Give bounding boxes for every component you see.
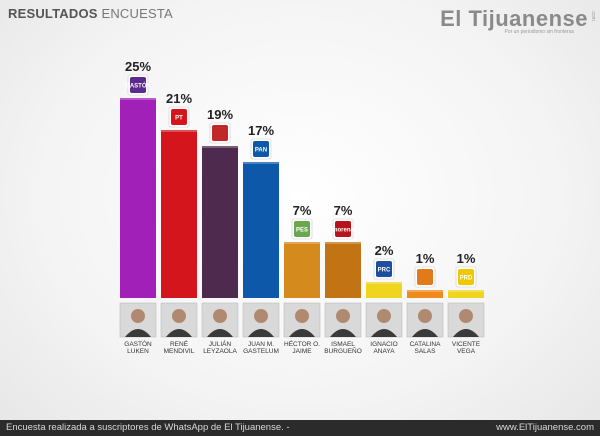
party-logo-icon [458, 269, 474, 285]
candidate-name-line2: GASTELUM [243, 348, 279, 355]
candidate-name-line1: GASTÓN [124, 339, 152, 348]
value-label: 25% [125, 59, 151, 74]
brand-tag: .com [590, 10, 596, 21]
candidate-name-line2: LEYZAOLA [203, 348, 237, 355]
candidate-shoulders-icon [248, 329, 274, 337]
candidate-name-line2: MENDIVIL [164, 348, 195, 355]
brand-logo: El Tijuanense Por un periodismo sin fron… [440, 6, 596, 35]
candidate-face-icon [213, 309, 227, 323]
candidate-name-line1: CATALINA [410, 341, 441, 348]
candidate-face-icon [172, 309, 186, 323]
party-logo-label: PES [296, 228, 308, 234]
candidate-shoulders-icon [330, 329, 356, 337]
bar [161, 130, 197, 298]
candidate-name-line1: VICENTE [452, 341, 481, 348]
party-logo-label: PT [175, 116, 183, 122]
candidate-shoulders-icon [371, 329, 397, 337]
value-label: 17% [248, 123, 274, 138]
footer-bar: Encuesta realizada a suscriptores de Wha… [0, 420, 600, 436]
value-label: 7% [334, 203, 353, 218]
footer-url: www.ElTijuanense.com [496, 422, 594, 433]
bar-highlight [366, 282, 402, 284]
party-logo-label: PAN [255, 148, 267, 154]
party-logo-label: GASTÓN [125, 82, 151, 90]
party-logo-icon [294, 221, 310, 237]
candidate-face-icon [254, 309, 268, 323]
bar-highlight [161, 130, 197, 132]
candidate-name-line1: JULIÁN [209, 339, 232, 348]
bar-highlight [243, 162, 279, 164]
candidate-name-line2: BURGUEÑO [324, 346, 362, 355]
brand-name: El Tijuanense [440, 6, 588, 31]
candidate-shoulders-icon [289, 329, 315, 337]
candidate-shoulders-icon [412, 329, 438, 337]
party-logo-icon [376, 261, 392, 277]
candidate-face-icon [295, 309, 309, 323]
party-logo-icon [417, 269, 433, 285]
candidate-face-icon [459, 309, 473, 323]
party-logo-label: PRC [378, 268, 391, 274]
candidate-name-line2: ANAYA [373, 348, 395, 355]
candidate-shoulders-icon [125, 329, 151, 337]
page-title: RESULTADOS ENCUESTA [8, 6, 173, 21]
bar-highlight [202, 146, 238, 148]
bar [284, 242, 320, 298]
bar-highlight [407, 290, 443, 292]
bar [366, 282, 402, 298]
party-logo-label: PRD [460, 276, 473, 282]
candidate-shoulders-icon [166, 329, 192, 337]
bar-highlight [325, 242, 361, 244]
title-bold: RESULTADOS [8, 6, 98, 21]
party-logo-icon [335, 221, 351, 237]
value-label: 1% [416, 251, 435, 266]
candidate-shoulders-icon [453, 329, 479, 337]
candidate-face-icon [336, 309, 350, 323]
bar-chart: GASTÓN25%GASTÓNLUKENPT21%RENÉMENDIVIL19%… [119, 59, 485, 355]
candidate-shoulders-icon [207, 329, 233, 337]
candidate-name-line2: JAIME [292, 348, 312, 355]
candidate-name-line1: HÉCTOR O. [284, 339, 320, 348]
value-label: 2% [375, 243, 394, 258]
party-logo-icon [212, 125, 228, 141]
value-label: 1% [457, 251, 476, 266]
candidate-name-line1: JUAN M. [248, 341, 274, 348]
bar [325, 242, 361, 298]
bar [202, 146, 238, 298]
footer-note: Encuesta realizada a suscriptores de Wha… [6, 422, 290, 433]
party-logo-icon [253, 141, 269, 157]
party-logo-icon [130, 77, 146, 93]
party-logo-label: morena [332, 228, 354, 234]
candidate-face-icon [131, 309, 145, 323]
candidate-name-line1: ISMAEL [331, 341, 355, 348]
candidate-name-line2: VEGA [457, 348, 476, 355]
value-label: 7% [293, 203, 312, 218]
bar [120, 98, 156, 298]
candidate-name-line2: SALAS [415, 348, 437, 355]
bar [243, 162, 279, 298]
bar-highlight [284, 242, 320, 244]
party-logo-icon [171, 109, 187, 125]
candidate-name-line1: RENÉ [170, 339, 189, 348]
brand-slogan: Por un periodismo sin fronteras [504, 29, 574, 35]
candidate-face-icon [377, 309, 391, 323]
bar [448, 290, 484, 298]
candidate-name-line2: LUKEN [127, 348, 149, 355]
bar-highlight [120, 98, 156, 100]
bar-highlight [448, 290, 484, 292]
title-rest: ENCUESTA [101, 6, 173, 21]
candidate-face-icon [418, 309, 432, 323]
value-label: 19% [207, 107, 233, 122]
candidate-name-line1: IGNACIO [370, 341, 397, 348]
bar [407, 290, 443, 298]
value-label: 21% [166, 91, 192, 106]
